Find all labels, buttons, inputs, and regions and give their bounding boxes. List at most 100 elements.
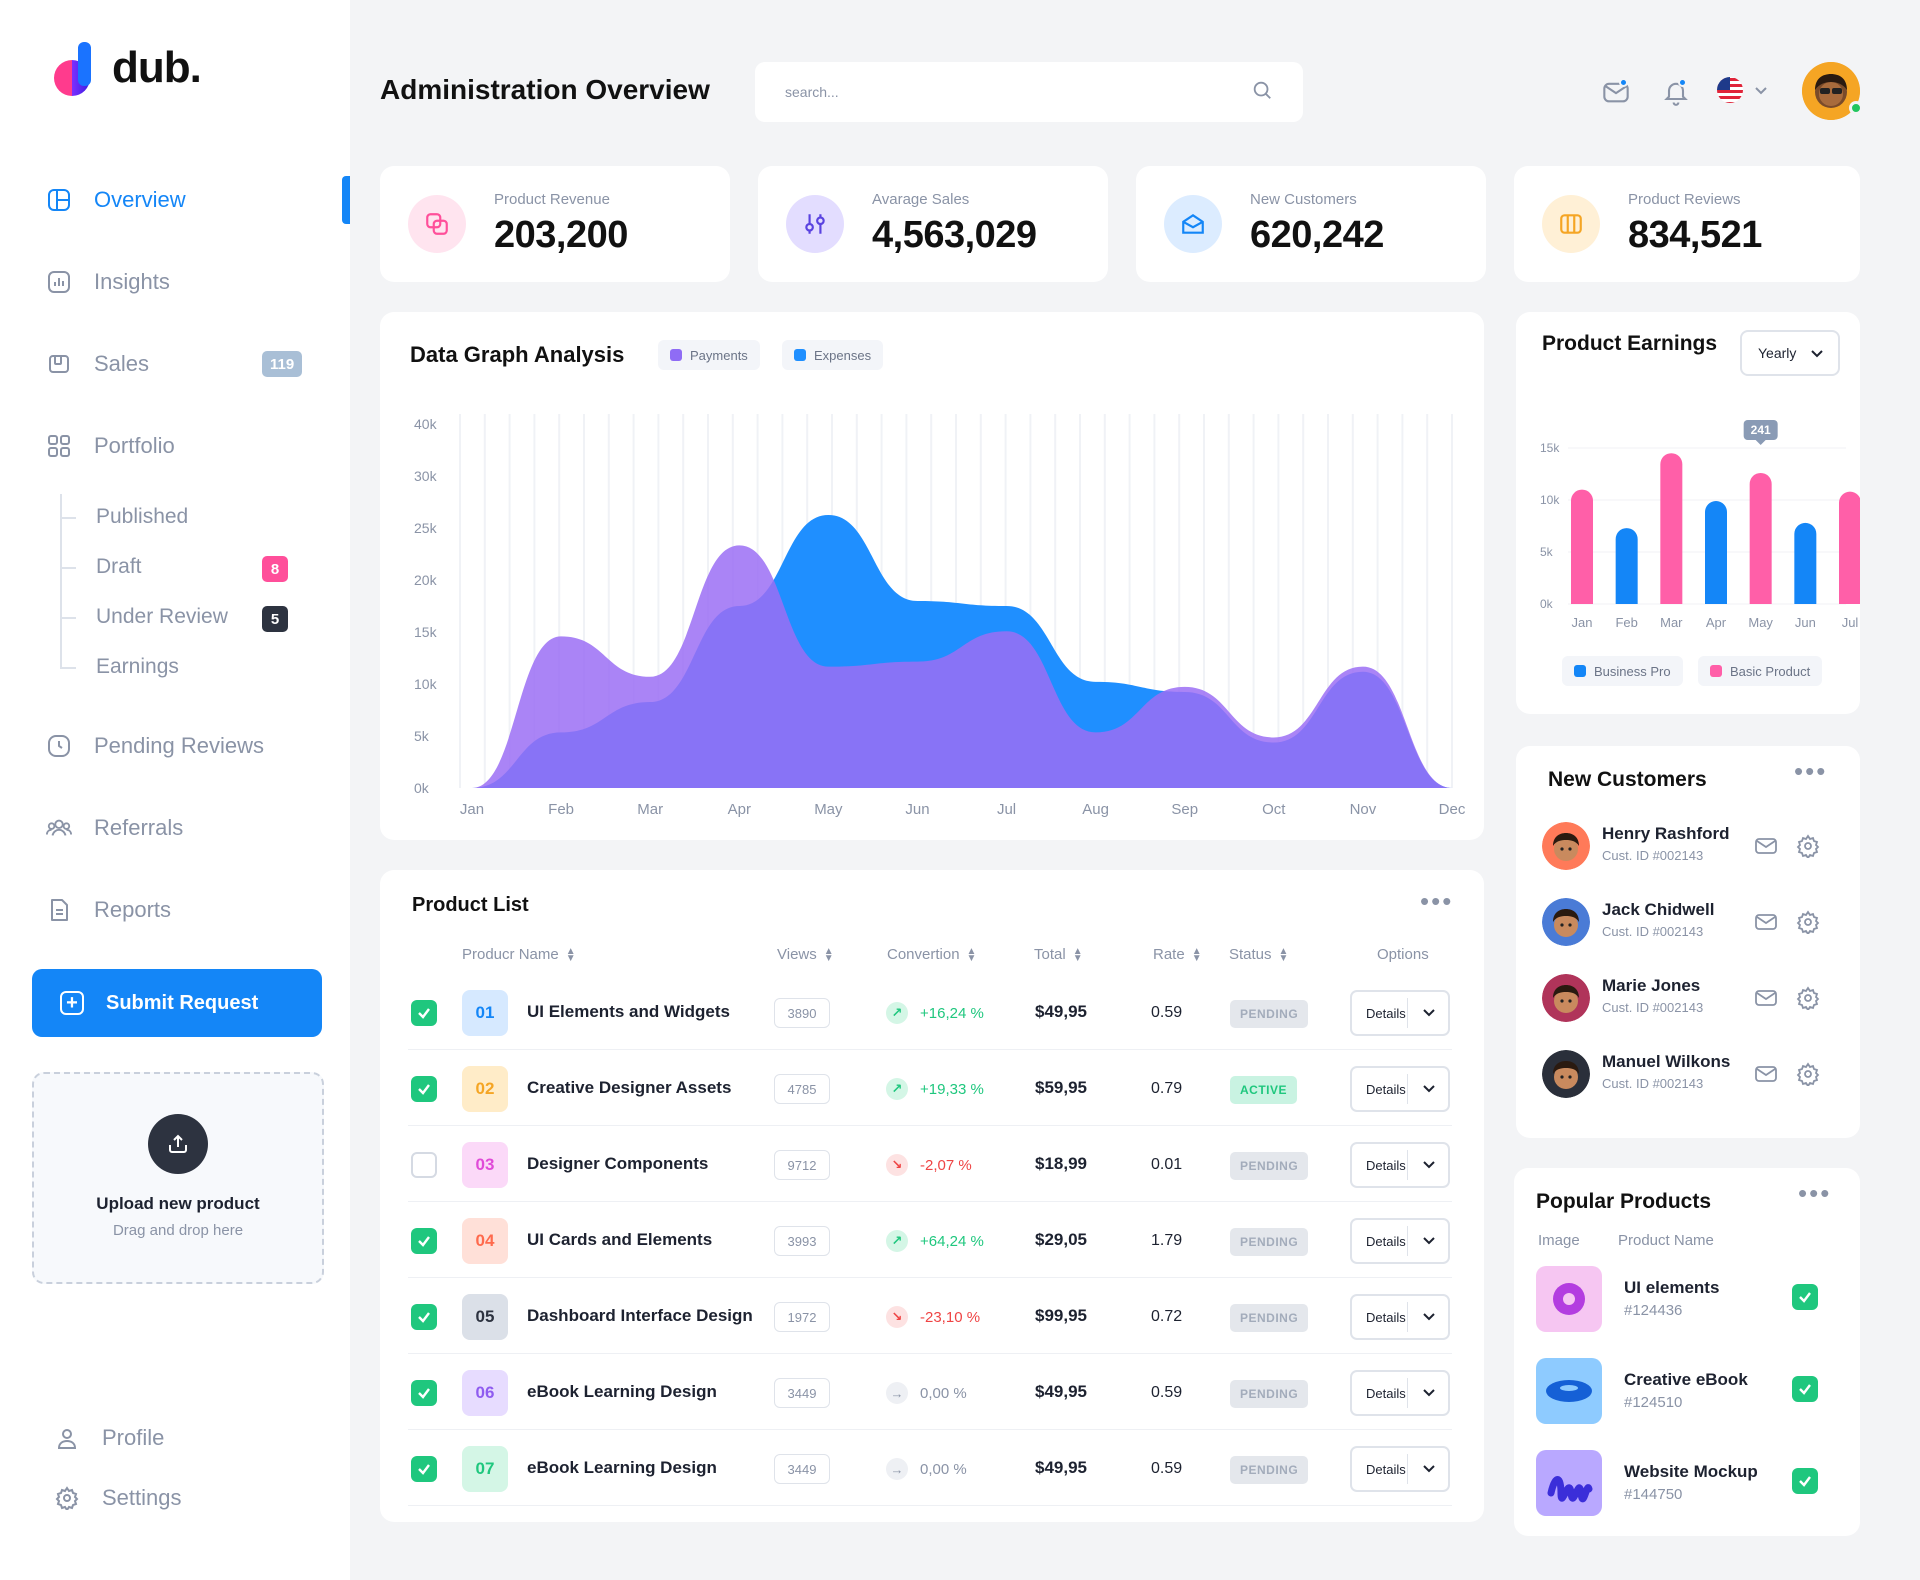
sliders-icon xyxy=(786,195,844,253)
gear-icon[interactable] xyxy=(1796,910,1820,939)
row-checkbox[interactable] xyxy=(411,1456,437,1482)
sidebar-item-referrals[interactable]: Referrals xyxy=(46,808,183,848)
customer-item[interactable]: Henry Rashford Cust. ID #002143 xyxy=(1542,820,1832,876)
mail-icon[interactable] xyxy=(1754,910,1778,939)
row-checkbox[interactable] xyxy=(411,1380,437,1406)
sidebar-item-settings[interactable]: Settings xyxy=(54,1478,182,1518)
column-header-status[interactable]: Status ▲ ▼ xyxy=(1229,946,1288,963)
total-price: $99,95 xyxy=(1035,1306,1087,1325)
chevron-down-icon xyxy=(1422,1385,1436,1402)
status-badge: PENDING xyxy=(1230,1228,1309,1256)
submit-request-button[interactable]: + Submit Request xyxy=(32,969,322,1037)
status-badge: PENDING xyxy=(1230,1000,1309,1028)
customer-item[interactable]: Manuel Wilkons Cust. ID #002143 xyxy=(1542,1048,1832,1104)
gear-icon[interactable] xyxy=(1796,1062,1820,1091)
product-checkbox[interactable] xyxy=(1792,1376,1818,1402)
mail-icon[interactable] xyxy=(1754,986,1778,1015)
sidebar-item-overview[interactable]: Overview xyxy=(46,180,186,220)
clock-icon xyxy=(46,733,72,759)
legend-expenses[interactable]: Expenses xyxy=(782,340,884,370)
mail-icon[interactable] xyxy=(1754,1062,1778,1091)
search-icon[interactable] xyxy=(1251,79,1273,106)
sidebar-item-label: Reports xyxy=(94,897,172,922)
column-header-conversion[interactable]: Convertion ▲ ▼ xyxy=(887,946,976,963)
bar-mar xyxy=(1660,453,1683,604)
rate-value: 0.59 xyxy=(1151,1384,1183,1401)
submenu-item-under-review[interactable]: Under Review xyxy=(96,605,228,628)
popular-product-item[interactable]: Website Mockup #144750 xyxy=(1536,1450,1830,1516)
sidebar-item-label: Referrals xyxy=(94,815,184,840)
brand-name: dub. xyxy=(112,43,202,92)
product-checkbox[interactable] xyxy=(1792,1284,1818,1310)
total-price: $49,95 xyxy=(1035,1382,1087,1401)
row-checkbox[interactable] xyxy=(411,1304,437,1330)
more-options-icon[interactable]: ••• xyxy=(1420,886,1454,916)
x-tick-label: Feb xyxy=(548,801,574,818)
stat-card-product-reviews[interactable]: Product Reviews 834,521 xyxy=(1514,166,1860,282)
customer-item[interactable]: Jack Chidwell Cust. ID #002143 xyxy=(1542,896,1832,952)
column-header-name[interactable]: Producr Name ▲ ▼ xyxy=(462,946,576,963)
sidebar-item-sales[interactable]: Sales xyxy=(46,344,149,384)
product-checkbox[interactable] xyxy=(1792,1468,1818,1494)
sidebar-item-profile[interactable]: Profile xyxy=(54,1418,164,1458)
details-label: Details xyxy=(1366,1309,1406,1325)
status-badge: PENDING xyxy=(1230,1456,1309,1484)
business-pro-swatch xyxy=(1574,665,1586,677)
column-header-total[interactable]: Total ▲ ▼ xyxy=(1034,946,1083,963)
stat-card-new-customers[interactable]: New Customers 620,242 xyxy=(1136,166,1486,282)
search-input[interactable] xyxy=(785,84,1251,100)
views-count: 4785 xyxy=(774,1074,830,1104)
details-dropdown[interactable]: Details xyxy=(1350,1294,1450,1340)
legend-basic-product[interactable]: Basic Product xyxy=(1698,656,1823,686)
table-row: 07 eBook Learning Design 3449 → 0,00 % $… xyxy=(408,1430,1452,1506)
active-indicator xyxy=(342,176,350,224)
row-checkbox[interactable] xyxy=(411,1228,437,1254)
bell-icon[interactable] xyxy=(1660,76,1692,108)
y-tick-label: 15k xyxy=(1540,441,1560,455)
legend-payments[interactable]: Payments xyxy=(658,340,760,370)
submenu-item-earnings[interactable]: Earnings xyxy=(96,655,179,678)
mail-icon[interactable] xyxy=(1754,834,1778,863)
details-dropdown[interactable]: Details xyxy=(1350,1218,1450,1264)
customer-name: Henry Rashford xyxy=(1602,824,1730,843)
user-avatar[interactable] xyxy=(1802,62,1860,120)
column-header-rate[interactable]: Rate ▲ ▼ xyxy=(1153,946,1202,963)
popular-product-item[interactable]: Creative eBook #124510 xyxy=(1536,1358,1830,1424)
sidebar-item-insights[interactable]: Insights xyxy=(46,262,170,302)
legend-business-pro[interactable]: Business Pro xyxy=(1562,656,1683,686)
row-checkbox[interactable] xyxy=(411,1000,437,1026)
column-header-views[interactable]: Views ▲ ▼ xyxy=(777,946,834,963)
customer-id: Cust. ID #002143 xyxy=(1602,924,1704,939)
stat-card-product-revenue[interactable]: Product Revenue 203,200 xyxy=(380,166,730,282)
details-dropdown[interactable]: Details xyxy=(1350,1142,1450,1188)
submenu-item-published[interactable]: Published xyxy=(96,505,189,528)
sidebar-item-portfolio[interactable]: Portfolio xyxy=(46,426,175,466)
details-dropdown[interactable]: Details xyxy=(1350,990,1450,1036)
gear-icon[interactable] xyxy=(1796,986,1820,1015)
details-label: Details xyxy=(1366,1461,1406,1477)
details-dropdown[interactable]: Details xyxy=(1350,1370,1450,1416)
divider xyxy=(1407,1378,1408,1408)
chevron-down-icon xyxy=(1422,1461,1436,1478)
details-dropdown[interactable]: Details xyxy=(1350,1066,1450,1112)
row-checkbox[interactable] xyxy=(411,1152,437,1178)
brand-logo[interactable]: dub. xyxy=(52,38,202,98)
gear-icon[interactable] xyxy=(1796,834,1820,863)
stat-card-average-sales[interactable]: Avarage Sales 4,563,029 xyxy=(758,166,1108,282)
column-header-image: Image xyxy=(1538,1232,1580,1249)
period-select[interactable]: Yearly xyxy=(1740,330,1840,376)
popular-product-item[interactable]: UI elements #124436 xyxy=(1536,1266,1830,1332)
upload-dropzone[interactable]: Upload new product Drag and drop here xyxy=(32,1072,324,1284)
details-dropdown[interactable]: Details xyxy=(1350,1446,1450,1492)
customer-item[interactable]: Marie Jones Cust. ID #002143 xyxy=(1542,972,1832,1028)
more-options-icon[interactable]: ••• xyxy=(1798,1178,1832,1208)
submenu-item-draft[interactable]: Draft xyxy=(96,555,142,578)
language-selector[interactable] xyxy=(1716,76,1776,108)
row-checkbox[interactable] xyxy=(411,1076,437,1102)
product-thumbnail xyxy=(1536,1450,1602,1516)
sidebar-item-pending-reviews[interactable]: Pending Reviews xyxy=(46,726,264,766)
search-bar[interactable] xyxy=(755,62,1303,122)
more-options-icon[interactable]: ••• xyxy=(1794,756,1828,786)
mail-icon[interactable] xyxy=(1600,76,1632,108)
sidebar-item-reports[interactable]: Reports xyxy=(46,890,171,930)
